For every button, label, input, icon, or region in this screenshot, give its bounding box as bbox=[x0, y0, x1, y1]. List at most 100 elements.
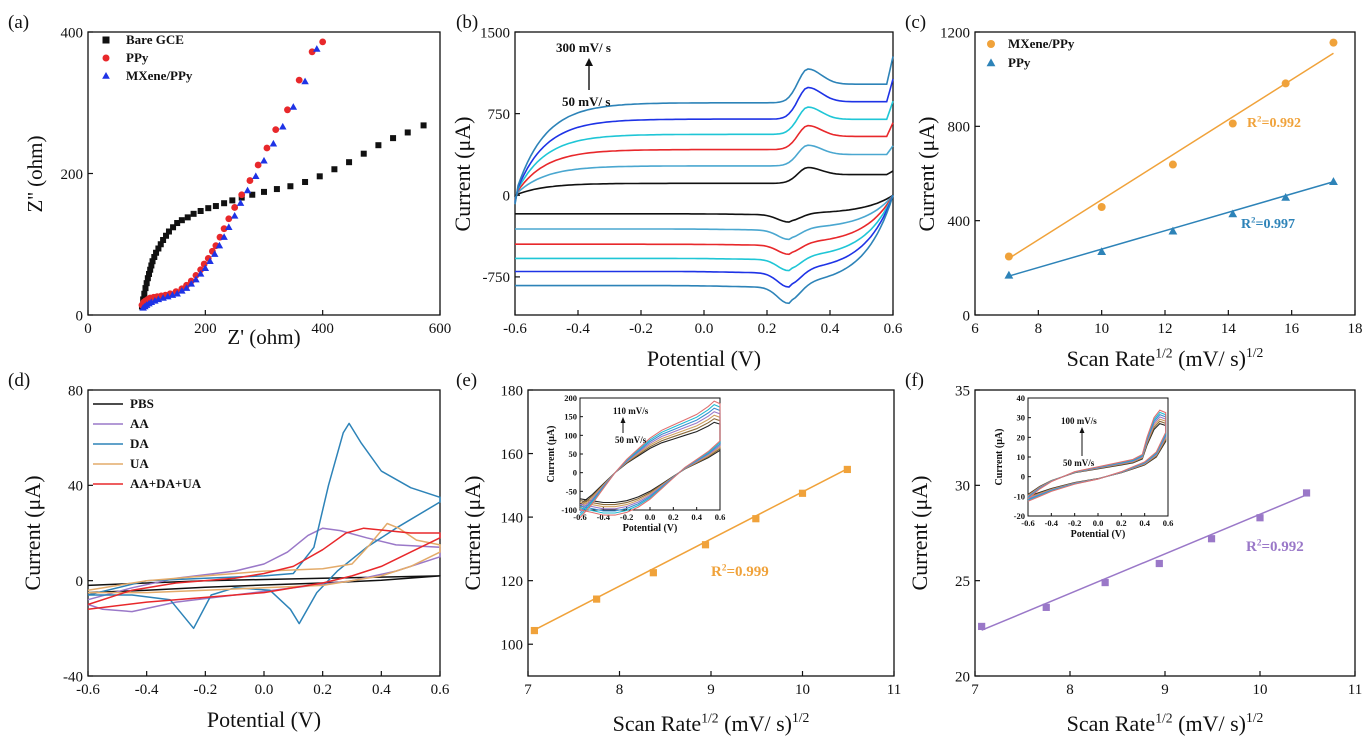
inset-y-tick-label: 40 bbox=[1017, 393, 1026, 403]
data-point bbox=[225, 223, 233, 230]
cv-curve-AA bbox=[87, 527, 441, 613]
data-point bbox=[649, 569, 657, 577]
inset-cv-curve bbox=[579, 400, 721, 519]
data-point bbox=[530, 626, 539, 635]
x-tick-label: -0.6 bbox=[76, 682, 100, 698]
y-tick-label: 1500 bbox=[480, 25, 510, 41]
inset-x-label: Potential (V) bbox=[623, 523, 678, 534]
y-axis-label: Current (μA) bbox=[460, 475, 485, 590]
inset-x-tick-label: 0.4 bbox=[1139, 518, 1150, 528]
data-point bbox=[229, 197, 236, 204]
inset-annotation-bottom: 50 mV/s bbox=[615, 435, 647, 445]
data-point bbox=[346, 159, 353, 166]
data-point bbox=[375, 142, 382, 149]
data-point bbox=[978, 622, 986, 631]
data-point bbox=[187, 279, 195, 287]
data-point bbox=[163, 232, 170, 239]
legend-entry: Bare GCE bbox=[126, 32, 184, 47]
x-axis-label: Scan Rate1/2 (mV/ s)1/2 bbox=[1067, 345, 1264, 371]
legend-entry: PPy bbox=[1008, 55, 1031, 70]
data-point bbox=[230, 212, 239, 219]
y-tick-label: 80 bbox=[68, 383, 83, 399]
y-axis-label: Current (μA) bbox=[20, 475, 45, 590]
data-point bbox=[1228, 209, 1238, 218]
inset-x-tick-label: 0.6 bbox=[1163, 518, 1174, 528]
data-point bbox=[1281, 79, 1290, 88]
inset-frame bbox=[1027, 397, 1169, 517]
x-axis-label: Potential (V) bbox=[647, 346, 761, 371]
data-point bbox=[798, 489, 807, 497]
y-tick-label: 0 bbox=[76, 574, 84, 590]
x-axis-label: Z' (ohm) bbox=[227, 325, 300, 349]
data-point bbox=[178, 287, 186, 294]
cv-curve-200-cathodic bbox=[515, 194, 894, 272]
legend-entry: DA bbox=[130, 436, 149, 451]
data-point bbox=[192, 271, 200, 279]
cv-curve-250-cathodic bbox=[515, 195, 894, 288]
panel-a: 0 200 400 600 0 200 400 Z' (ohm) Z'' (ohm) Bare G… bbox=[23, 25, 451, 349]
data-point bbox=[254, 161, 262, 169]
r-squared-label: R2=0.992 bbox=[1246, 538, 1304, 555]
cv-curve-150-cathodic bbox=[515, 194, 894, 256]
inset-y-tick-label: -50 bbox=[566, 486, 577, 496]
y-tick-label: 400 bbox=[61, 25, 84, 41]
inset-y-tick-label: 100 bbox=[564, 430, 577, 440]
cv-curve-DA bbox=[87, 422, 441, 630]
inset-annotation-top: 100 mV/s bbox=[1061, 416, 1097, 426]
data-point bbox=[1256, 514, 1264, 522]
inset-x-tick-label: -0.2 bbox=[1068, 518, 1081, 528]
inset-plot: -0.6 -0.4 -0.2 0.0 0.2 0.4 0.6 -20 -10 0 10 20 30 40 P… bbox=[994, 393, 1173, 540]
data-point bbox=[843, 465, 851, 474]
inset-x-label: Potential (V) bbox=[1071, 529, 1126, 540]
inset-y-tick-label: -100 bbox=[561, 505, 577, 515]
x-tick-label: 9 bbox=[707, 682, 715, 698]
panel-e: 7 8 9 10 11 100 120 140 160 180 Scan Rate1/2 (mV/ … bbox=[460, 383, 901, 736]
data-point bbox=[148, 262, 155, 269]
data-point bbox=[146, 270, 153, 277]
data-point bbox=[212, 203, 219, 210]
data-point bbox=[1004, 270, 1014, 279]
x-tick-label: 16 bbox=[1284, 321, 1300, 337]
plot-frame bbox=[974, 31, 1356, 316]
legend-entry: MXene/PPy bbox=[126, 68, 193, 83]
panel-d: -0.6 -0.4 -0.2 0.0 0.2 0.4 0.6 -40 0 40 80 Potentia… bbox=[20, 383, 450, 732]
x-tick-label: 11 bbox=[887, 682, 901, 698]
x-tick-label: 400 bbox=[311, 321, 334, 337]
data-point bbox=[151, 253, 158, 260]
data-point bbox=[331, 166, 338, 173]
data-point bbox=[272, 126, 280, 134]
y-tick-label: 180 bbox=[501, 383, 524, 399]
x-tick-label: 7 bbox=[524, 682, 532, 698]
x-tick-label: 0.0 bbox=[255, 682, 274, 698]
data-point bbox=[102, 36, 110, 44]
data-point bbox=[102, 71, 110, 79]
inset-x-tick-label: 0.0 bbox=[1093, 518, 1104, 528]
inset-cv-curve bbox=[1027, 409, 1167, 502]
inset-arrow-head bbox=[620, 417, 626, 423]
y-tick-label: 25 bbox=[955, 574, 970, 590]
data-point bbox=[261, 188, 267, 195]
x-tick-label: -0.2 bbox=[193, 682, 217, 698]
data-point bbox=[205, 205, 212, 212]
data-point bbox=[215, 241, 224, 249]
data-point bbox=[1168, 160, 1177, 169]
data-point bbox=[174, 220, 181, 227]
data-point bbox=[279, 122, 287, 130]
data-point bbox=[201, 264, 210, 272]
x-tick-label: 14 bbox=[1221, 321, 1237, 337]
data-point bbox=[593, 595, 601, 603]
panel-c: 6 8 10 12 14 16 18 0 400 800 1200 Scan Rate1/2 (mV/… bbox=[914, 25, 1363, 371]
x-tick-label: 0.2 bbox=[758, 321, 777, 337]
data-point bbox=[701, 541, 710, 549]
y-tick-label: 800 bbox=[948, 120, 971, 136]
y-tick-label: -40 bbox=[63, 669, 83, 685]
inset-x-tick-label: -0.4 bbox=[597, 512, 611, 522]
data-point bbox=[260, 156, 268, 164]
r-squared-label: R2=0.997 bbox=[1241, 215, 1295, 232]
inset-x-tick-label: 0.2 bbox=[1116, 518, 1127, 528]
data-point bbox=[184, 214, 191, 221]
data-point bbox=[1302, 489, 1311, 497]
x-tick-label: 0.2 bbox=[313, 682, 332, 698]
inset-x-tick-label: -0.6 bbox=[1021, 518, 1034, 528]
